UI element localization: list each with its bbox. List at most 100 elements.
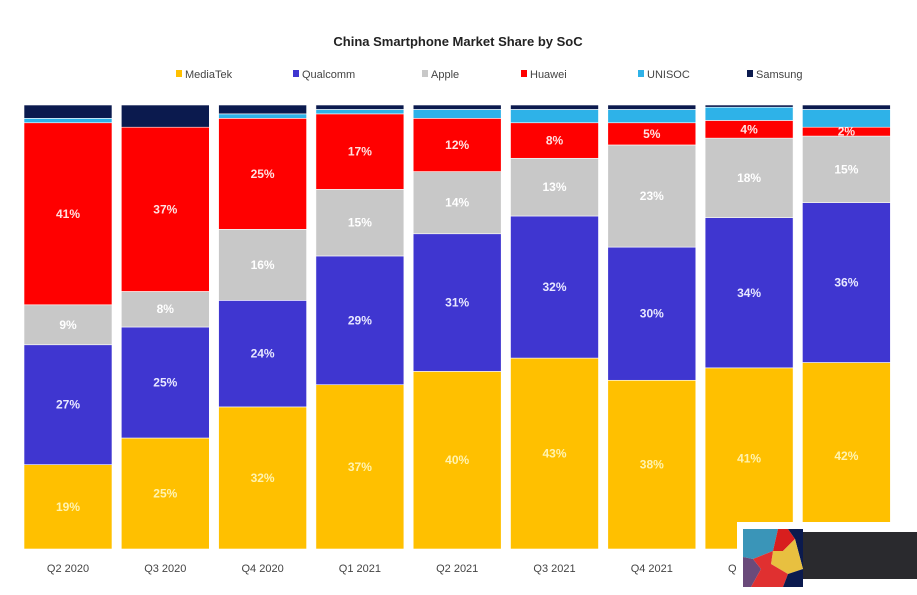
data-label: 17% [348,145,372,159]
legend-swatch-mediatek [176,70,182,77]
data-label: 19% [56,500,80,514]
data-label: 41% [737,451,761,465]
x-tick-label: Q4 2021 [631,563,673,575]
data-label: 25% [251,167,275,181]
x-tick-label: Q2 2020 [47,563,89,575]
bar-segment-unisoc [315,109,405,115]
data-label: 41% [56,207,80,221]
data-label: 42% [834,449,858,463]
bar-segment-huawei [510,122,599,159]
bar-segment-mediatek [121,437,210,550]
bar-segment-unisoc [23,118,113,124]
bar-segment-samsung [704,104,794,108]
data-label: 14% [445,196,469,210]
legend-swatch-samsung [747,70,753,77]
legend-swatch-apple [422,70,428,77]
bar-segment-samsung [607,104,697,110]
data-label: 25% [153,487,177,501]
legend-label-samsung: Samsung [756,69,802,81]
data-label: 15% [348,216,372,230]
bar-segment-qualcomm [218,300,307,408]
bar-segment-mediatek [218,406,307,550]
data-label: 29% [348,313,372,327]
bar-segment-unisoc [607,109,697,124]
data-label: 8% [157,302,175,316]
x-tick-label: Q3 2020 [144,563,186,575]
bar-segment-mediatek [412,371,502,550]
bar-segment-mediatek [802,362,891,550]
bar-segment-mediatek [315,384,405,550]
data-label: 32% [251,471,275,485]
bar-segment-qualcomm [802,202,891,363]
bar-segment-samsung [802,104,891,110]
bar-segment-samsung [412,104,502,110]
bar-segment-mediatek [607,379,697,550]
bar-segment-samsung [218,104,307,115]
data-label: 27% [56,398,80,412]
data-label: 32% [542,280,566,294]
data-label: 37% [153,202,177,216]
x-tick-label: Q4 2020 [241,563,283,575]
bar-segment-mediatek [23,464,113,550]
bar-segment-mediatek [510,357,599,550]
legend-swatch-qualcomm [293,70,299,77]
bar-segment-unisoc [218,113,307,119]
data-label: 16% [251,258,275,272]
legend-label-unisoc: UNISOC [647,69,690,81]
data-label: 43% [542,447,566,461]
data-label: 8% [546,134,564,148]
watermark-logo [737,522,917,595]
data-label: 30% [640,307,664,321]
bar-segment-huawei [412,118,502,172]
bar-segment-qualcomm [704,217,794,369]
data-label: 4% [740,122,758,136]
bar-segment-qualcomm [121,326,210,439]
x-tick-label: Q1 2021 [339,563,381,575]
data-label: 18% [737,171,761,185]
legend-label-mediatek: MediaTek [185,69,233,81]
bar-segment-samsung [23,104,113,119]
bar-segment-qualcomm [607,246,697,381]
data-label: 24% [251,347,275,361]
bar-segment-unisoc [510,109,599,124]
x-tick-label: Q3 2021 [533,563,575,575]
data-label: 23% [640,189,664,203]
data-label: 37% [348,460,372,474]
bar-segment-qualcomm [412,233,502,372]
bar-segment-samsung [121,104,210,128]
data-label: 15% [834,162,858,176]
legend-label-apple: Apple [431,69,459,81]
bar-segment-huawei [218,118,307,230]
bar-segment-mediatek [704,367,794,550]
x-tick-label: Q2 2021 [436,563,478,575]
data-label: 31% [445,296,469,310]
bar-segment-samsung [510,104,599,110]
watermark-text-block [803,532,917,579]
legend-label-huawei: Huawei [530,69,567,81]
data-label: 13% [542,180,566,194]
bar-segment-apple [802,135,891,203]
watermark-logo-icon [743,529,803,587]
bar-segment-unisoc [802,109,891,128]
bar-segment-samsung [315,104,405,110]
bar-segment-huawei [121,126,210,292]
data-label: 40% [445,453,469,467]
bar-segment-unisoc [704,106,794,121]
data-label: 12% [445,138,469,152]
bar-segment-qualcomm [23,344,113,465]
bar-segment-apple [607,144,697,248]
data-label: 34% [737,286,761,300]
legend-swatch-huawei [521,70,527,77]
bar-segment-apple [510,157,599,217]
legend-swatch-unisoc [638,70,644,77]
bar-segment-unisoc [412,109,502,119]
data-label: 2% [838,125,856,139]
data-label: 5% [643,127,661,141]
bar-segment-apple [315,189,405,257]
data-label: 9% [59,318,77,332]
chart-title: China Smartphone Market Share by SoC [333,34,583,49]
bar-segment-apple [218,229,307,301]
bar-segment-huawei [315,113,405,190]
bar-segment-huawei [23,122,113,306]
bar-segment-apple [121,291,210,328]
